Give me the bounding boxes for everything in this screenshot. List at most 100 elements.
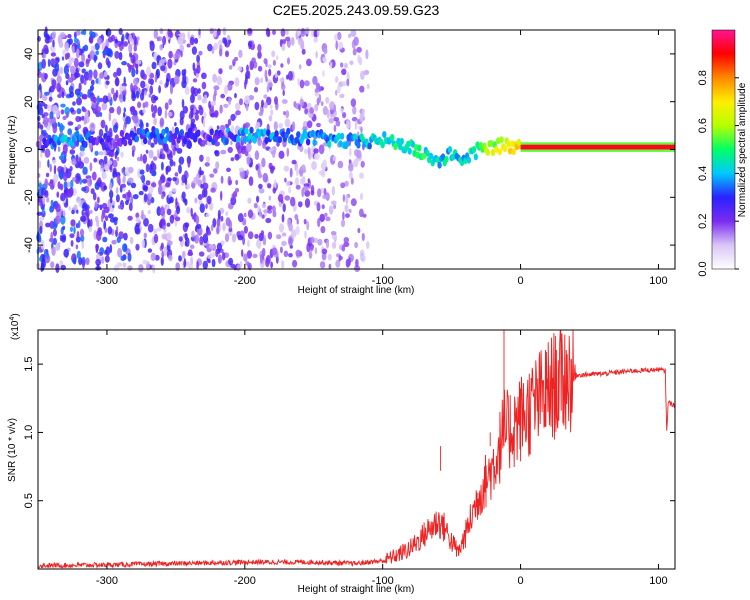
spectrogram-noise-cell: [92, 192, 97, 201]
spectrogram-noise-cell: [283, 250, 289, 258]
spectrogram-noise-cell: [212, 73, 218, 83]
spectrogram-noise-cell: [125, 116, 131, 125]
spectrogram-noise-cell: [253, 202, 258, 209]
spectrogram-noise-cell: [187, 158, 191, 168]
spectrogram-noise-cell: [167, 58, 173, 69]
spectrogram-noise-cell: [74, 72, 81, 78]
spectrogram-ridge-cell: [356, 141, 361, 149]
spectrogram-noise-cell: [56, 75, 62, 84]
spectrogram-noise-cell: [121, 36, 124, 45]
spectrogram-noise-cell: [205, 203, 208, 209]
spectrogram-noise-cell: [173, 75, 180, 85]
spectrogram-noise-cell: [57, 121, 61, 128]
spectrogram-noise-cell: [184, 198, 188, 206]
spectrogram-noise-cell: [244, 79, 247, 90]
spectrogram-noise-cell: [335, 40, 339, 51]
spectrogram-noise-cell: [261, 203, 266, 209]
spectrogram-noise-cell: [288, 186, 292, 194]
spectrogram-noise-cell: [97, 62, 103, 70]
spectrogram-ridge-cell: [440, 153, 446, 161]
spectrogram-noise-cell: [247, 239, 250, 248]
spectrogram-noise-cell: [42, 94, 48, 101]
spectrogram-noise-cell: [209, 252, 216, 258]
spectrogram-noise-cell: [227, 82, 233, 91]
spectrogram-noise-cell: [192, 78, 198, 83]
spectrogram-noise-cell: [179, 110, 185, 120]
spectrogram-ridge-cell: [169, 133, 174, 141]
spectrogram-noise-cell: [272, 59, 276, 66]
spectrogram-noise-cell: [57, 181, 61, 190]
spectrogram-ridge-cell: [174, 126, 179, 134]
spectrogram-noise-cell: [118, 28, 123, 35]
spectrogram-noise-cell: [135, 90, 140, 99]
spectrogram-noise-cell: [272, 29, 276, 35]
spectrogram-noise-cell: [359, 85, 365, 93]
spectrogram-noise-cell: [213, 89, 217, 97]
spectrogram-noise-cell: [62, 171, 68, 182]
spectrogram-ridge-cell: [128, 138, 133, 146]
spectrogram-noise-cell: [135, 243, 140, 251]
spectrogram-noise-cell: [267, 231, 273, 240]
spectrogram-noise-cell: [285, 29, 289, 36]
spectrogram-noise-cell: [268, 115, 273, 122]
spectrogram-noise-cell: [70, 219, 76, 227]
spectrogram-y-tick-label: -20: [23, 189, 35, 205]
spectrogram-noise-cell: [63, 248, 69, 258]
spectrogram-noise-cell: [262, 237, 267, 246]
spectrogram-ridge-cell: [305, 138, 311, 146]
spectrogram-noise-cell: [135, 212, 140, 219]
spectrogram-noise-cell: [56, 191, 60, 198]
spectrogram-noise-cell: [133, 77, 139, 86]
spectrogram-noise-cell: [51, 246, 56, 256]
spectrogram-noise-cell: [88, 226, 93, 233]
spectrogram-noise-cell: [120, 151, 124, 158]
spectrogram-noise-cell: [63, 202, 69, 208]
spectrogram-noise-cell: [234, 187, 240, 193]
spectrogram-noise-cell: [311, 160, 317, 171]
spectrogram-noise-cell: [348, 162, 354, 172]
spectrogram-noise-cell: [261, 99, 264, 108]
spectrogram-noise-cell: [186, 140, 193, 150]
spectrogram-noise-cell: [135, 63, 139, 69]
spectrogram-y-tick-label: -40: [23, 237, 35, 253]
spectrogram-noise-cell: [349, 171, 353, 180]
spectrogram-noise-cell: [57, 146, 61, 153]
spectrogram-noise-cell: [190, 118, 196, 124]
spectrogram-x-tick-label: -300: [96, 275, 118, 287]
spectrogram-noise-cell: [309, 236, 315, 244]
spectrogram-noise-cell: [65, 42, 69, 52]
spectrogram-noise-cell: [103, 155, 108, 165]
spectrogram-noise-cell: [93, 229, 97, 240]
spectrogram-noise-cell: [350, 29, 357, 37]
spectrogram-x-tick-label: 100: [649, 275, 667, 287]
snr-scale-label: (x104): [9, 313, 21, 340]
spectrogram-noise-cell: [113, 264, 120, 272]
spectrogram-noise-cell: [145, 180, 151, 186]
spectrogram-noise-cell: [209, 27, 214, 35]
spectrogram-noise-cell: [332, 155, 337, 161]
spectrogram-noise-cell: [89, 30, 94, 36]
spectrogram-noise-cell: [206, 195, 212, 205]
spectrogram-noise-cell: [281, 232, 287, 237]
spectrogram-noise-cell: [245, 261, 250, 266]
spectrogram-noise-cell: [161, 233, 168, 240]
spectrogram-ridge-cell: [499, 136, 504, 144]
spectrogram-noise-cell: [235, 110, 241, 116]
spectrogram-noise-cell: [299, 64, 302, 70]
spectrogram-noise-cell: [356, 149, 362, 159]
spectrogram-noise-cell: [227, 146, 233, 153]
spectrogram-noise-cell: [256, 195, 260, 203]
spectrogram-noise-cell: [140, 153, 143, 162]
spectrogram-noise-cell: [76, 209, 79, 214]
spectrogram-noise-cell: [62, 225, 66, 231]
spectrogram-noise-cell: [239, 261, 243, 268]
spectrogram-noise-cell: [199, 203, 205, 214]
spectrogram-noise-cell: [98, 130, 103, 135]
spectrogram-noise-cell: [257, 65, 263, 72]
spectrogram-noise-cell: [108, 111, 112, 122]
figure-title: C2E5.2025.243.09.59.G23: [273, 2, 440, 18]
spectrogram-ridge-cell: [264, 137, 269, 144]
spectrogram-noise-cell: [260, 77, 263, 84]
spectrogram-noise-cell: [167, 240, 173, 246]
spectrogram-noise-cell: [161, 193, 165, 200]
